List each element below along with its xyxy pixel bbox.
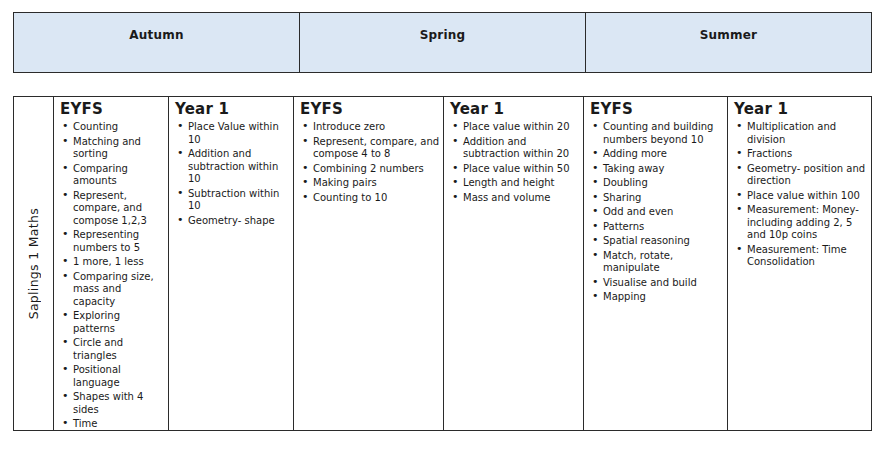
topic-item: Match, rotate, manipulate — [589, 250, 724, 275]
topic-item: Geometry- position and direction — [733, 163, 868, 188]
curriculum-document-page: Autumn Spring Summer Saplings 1 Maths EY… — [0, 0, 887, 461]
topic-item: Circle and triangles — [59, 337, 165, 362]
column-autumn-year1: Year 1 Place Value within 10Addition and… — [169, 97, 294, 430]
topic-item: Multiplication and division — [733, 121, 868, 146]
column-summer-eyfs: EYFS Counting and building numbers beyon… — [584, 97, 728, 430]
column-title-autumn-eyfs: EYFS — [60, 100, 165, 119]
topic-item: Measurement: Time Consolidation — [733, 244, 868, 269]
topic-item: Odd and even — [589, 206, 724, 219]
column-title-summer-eyfs: EYFS — [590, 100, 724, 119]
column-autumn-eyfs: EYFS CountingMatching and sortingCompari… — [54, 97, 169, 430]
topic-item: Counting and building numbers beyond 10 — [589, 121, 724, 146]
term-label-autumn: Autumn — [129, 28, 183, 42]
topic-item: Doubling — [589, 177, 724, 190]
topic-item: Adding more — [589, 148, 724, 161]
topic-item: Exploring patterns — [59, 310, 165, 335]
topic-item: Making pairs — [299, 177, 440, 190]
topic-item: Introduce zero — [299, 121, 440, 134]
topic-item: Length and height — [449, 177, 580, 190]
topic-item: 1 more, 1 less — [59, 256, 165, 269]
topic-item: Comparing size, mass and capacity — [59, 271, 165, 309]
topic-item: Addition and subtraction within 10 — [174, 148, 290, 186]
topic-item: Time — [59, 418, 165, 430]
topic-item: Mass and volume — [449, 192, 580, 205]
topic-item: Matching and sorting — [59, 136, 165, 161]
row-label-cell: Saplings 1 Maths — [14, 97, 54, 430]
column-title-spring-eyfs: EYFS — [300, 100, 440, 119]
topic-item: Comparing amounts — [59, 163, 165, 188]
topic-item: Measurement: Money-including adding 2, 5… — [733, 204, 868, 242]
topic-item: Combining 2 numbers — [299, 163, 440, 176]
topic-list-autumn-year1: Place Value within 10Addition and subtra… — [174, 121, 290, 227]
topic-item: Counting — [59, 121, 165, 134]
topic-item: Taking away — [589, 163, 724, 176]
column-summer-year1: Year 1 Multiplication and division Fracti… — [728, 97, 871, 430]
term-label-summer: Summer — [700, 28, 757, 42]
topic-list-autumn-eyfs: Counting Matching and sortingComparing am… — [59, 121, 165, 430]
term-header-table: Autumn Spring Summer — [13, 12, 872, 73]
topic-item: Place value within 20 — [449, 121, 580, 134]
topic-item: Positional language — [59, 364, 165, 389]
topic-list-summer-eyfs: Counting and building numbers beyond 10 A… — [589, 121, 724, 304]
curriculum-table: Saplings 1 Maths EYFS Counting Matching a… — [13, 96, 872, 431]
topic-item: Sharing — [589, 192, 724, 205]
topic-list-spring-eyfs: Introduce zero Represent, compare, and co… — [299, 121, 440, 204]
topic-item: Patterns — [589, 221, 724, 234]
topic-item: Fractions — [733, 148, 868, 161]
row-label: Saplings 1 Maths — [26, 208, 41, 319]
topic-item: Counting to 10 — [299, 192, 440, 205]
topic-item: Geometry- shape — [174, 215, 290, 228]
topic-item: Place value within 100 — [733, 190, 868, 203]
topic-list-spring-year1: Place value within 20 Addition and subtra… — [449, 121, 580, 204]
topic-list-summer-year1: Multiplication and division Fractions Geom… — [733, 121, 868, 269]
column-spring-year1: Year 1 Place value within 20 Addition and… — [444, 97, 584, 430]
column-title-autumn-year1: Year 1 — [175, 100, 290, 119]
column-spring-eyfs: EYFS Introduce zero Represent, compare, a… — [294, 97, 444, 430]
column-title-summer-year1: Year 1 — [734, 100, 868, 119]
topic-item: Visualise and build — [589, 277, 724, 290]
term-cell-summer: Summer — [586, 13, 871, 72]
topic-item: Place Value within 10 — [174, 121, 290, 146]
topic-item: Subtraction within 10 — [174, 188, 290, 213]
term-cell-autumn: Autumn — [14, 13, 300, 72]
term-label-spring: Spring — [420, 28, 466, 42]
topic-item: Shapes with 4 sides — [59, 391, 165, 416]
topic-item: Spatial reasoning — [589, 235, 724, 248]
column-title-spring-year1: Year 1 — [450, 100, 580, 119]
topic-item: Addition and subtraction within 20 — [449, 136, 580, 161]
topic-item: Representing numbers to 5 — [59, 229, 165, 254]
term-cell-spring: Spring — [300, 13, 586, 72]
topic-item: Place value within 50 — [449, 163, 580, 176]
topic-item: Represent, compare, and compose 1,2,3 — [59, 190, 165, 228]
topic-item: Mapping — [589, 291, 724, 304]
topic-item: Represent, compare, and compose 4 to 8 — [299, 136, 440, 161]
